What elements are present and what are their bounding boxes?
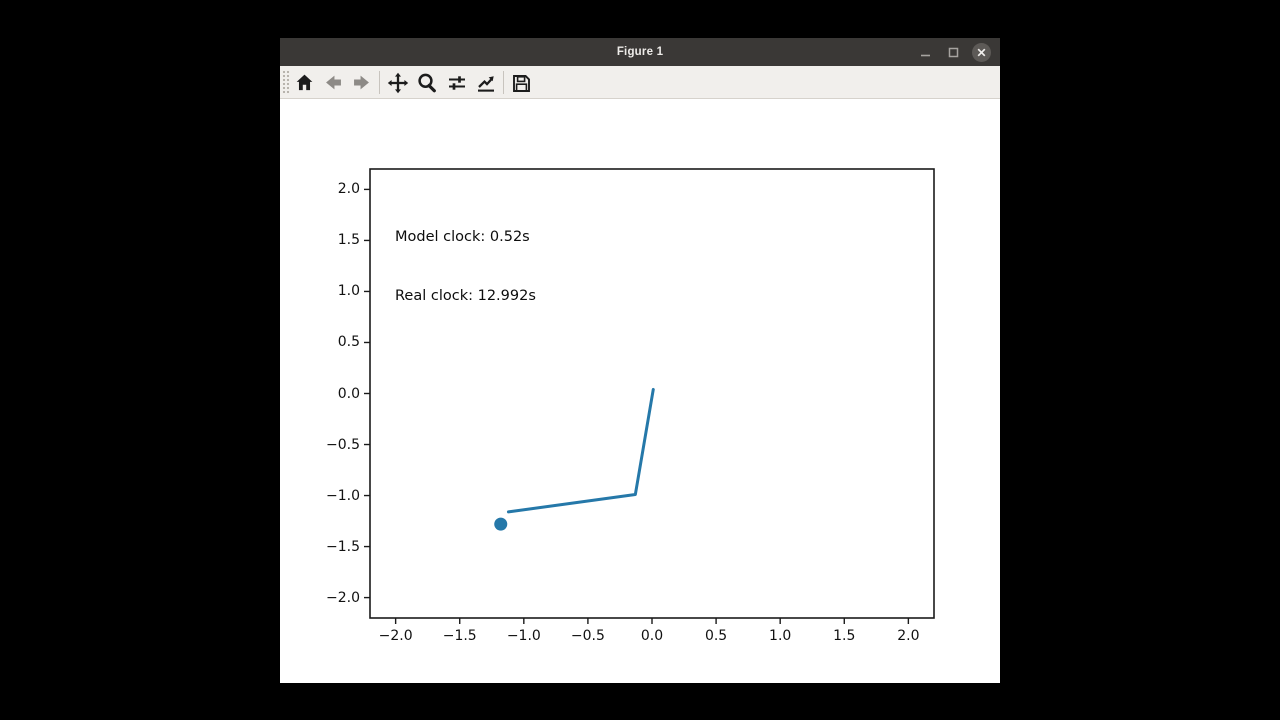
pendulum-rod-line — [506, 387, 655, 514]
window-title: Figure 1 — [616, 46, 664, 58]
home-icon — [296, 74, 313, 91]
forward-arrow-icon — [354, 75, 369, 90]
clock-annotation: Model clock: 0.52s Real clock: 12.992s — [395, 189, 536, 345]
real-clock-text: Real clock: 12.992s — [395, 287, 536, 304]
back-button[interactable] — [320, 69, 347, 96]
titlebar[interactable]: Figure 1 — [280, 38, 1000, 66]
pan-button[interactable] — [384, 69, 411, 96]
line-chart-icon — [477, 75, 494, 92]
pendulum-bob-marker — [494, 517, 508, 531]
model-clock-text: Model clock: 0.52s — [395, 229, 530, 245]
pan-arrows-icon — [387, 72, 408, 93]
toolbar-separator — [503, 71, 504, 94]
floppy-save-icon — [512, 74, 530, 92]
navigation-toolbar — [280, 66, 1000, 99]
forward-button[interactable] — [348, 69, 375, 96]
back-arrow-icon — [326, 75, 341, 90]
toolbar-separator — [379, 71, 380, 94]
window-controls — [916, 38, 991, 66]
close-icon — [977, 48, 986, 56]
zoom-button[interactable] — [413, 69, 440, 96]
save-button[interactable] — [507, 69, 534, 96]
maximize-icon — [948, 47, 959, 57]
minimize-icon — [921, 54, 930, 56]
home-button[interactable] — [291, 69, 318, 96]
configure-subplots-button[interactable] — [443, 69, 470, 96]
minimize-button[interactable] — [916, 43, 935, 62]
figure-canvas[interactable]: −2.0 −1.5 −1.0 −0.5 0.0 0.5 1.0 1.5 2.0 2.0 1.5 1.0… — [280, 99, 1000, 683]
maximize-button[interactable] — [944, 43, 963, 62]
plot-area[interactable] — [280, 99, 1000, 683]
magnifier-icon — [417, 73, 436, 92]
figure-window: Figure 1 — [280, 38, 1000, 683]
toolbar-grip[interactable] — [282, 70, 290, 95]
edit-parameters-button[interactable] — [472, 69, 499, 96]
close-button[interactable] — [972, 42, 991, 62]
sliders-icon — [448, 75, 465, 90]
